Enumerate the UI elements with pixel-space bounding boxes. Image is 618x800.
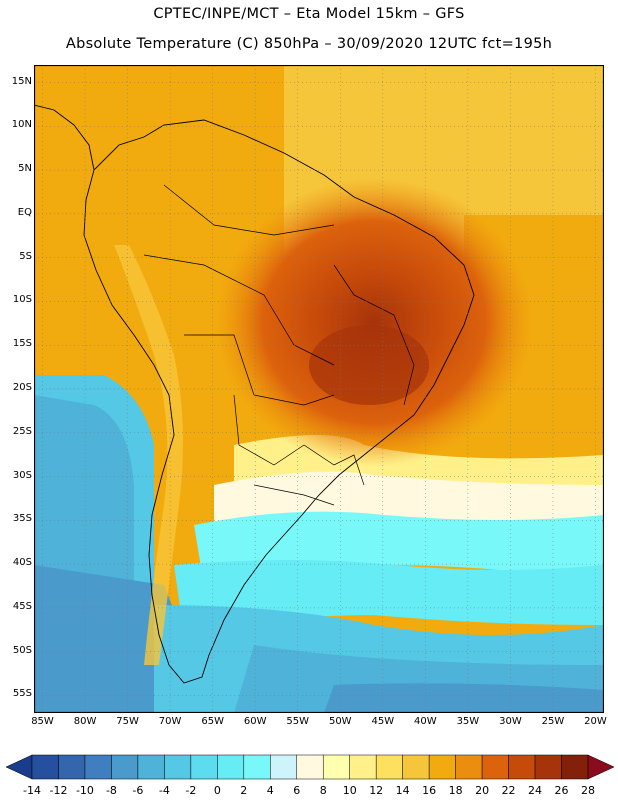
longitude-label: 60W xyxy=(243,716,267,727)
longitude-label: 65W xyxy=(201,716,224,727)
colorbar-tick-label: -12 xyxy=(49,784,68,797)
latitude-label: 25S xyxy=(12,425,32,437)
continent-outline xyxy=(83,119,475,684)
longitude-label: 55W xyxy=(286,716,310,727)
colorbar-tick-label: 28 xyxy=(581,784,595,797)
longitude-label: 45W xyxy=(371,716,395,727)
latitude-label: 10S xyxy=(12,294,32,306)
field-andes xyxy=(114,245,183,665)
colorbar-bin xyxy=(402,754,430,780)
colorbar-tick-label: 24 xyxy=(528,784,543,797)
central-america-outline xyxy=(34,104,95,171)
latitude-label: 35S xyxy=(12,513,32,525)
longitude-label: 25W xyxy=(541,716,565,727)
colorbar-tick-label: 20 xyxy=(475,784,490,797)
colorbar xyxy=(6,754,614,780)
colorbar-underflow xyxy=(6,754,33,780)
colorbar-bin xyxy=(455,754,483,780)
title-line-1: CPTEC/INPE/MCT – Eta Model 15km – GFS xyxy=(153,6,465,22)
colorbar-tick-label: 6 xyxy=(293,784,301,797)
longitude-label: 20W xyxy=(584,716,607,727)
latitude-label: 30S xyxy=(12,469,32,481)
longitude-label: 80W xyxy=(73,716,97,727)
colorbar-bin xyxy=(217,754,245,780)
latitude-label: 55S xyxy=(12,688,32,700)
colorbar-bin xyxy=(349,754,377,780)
country-borders xyxy=(143,184,415,506)
colorbar-tick-label: 10 xyxy=(342,784,357,797)
colorbar-bin xyxy=(481,754,509,780)
colorbar-bin xyxy=(58,754,86,780)
field-max-core xyxy=(309,325,429,405)
colorbar-tick-label: 18 xyxy=(448,784,463,797)
colorbar-bin xyxy=(111,754,139,780)
latitude-label: 5N xyxy=(18,163,32,175)
map-gridlines xyxy=(34,65,604,713)
longitude-label: 30W xyxy=(499,716,522,727)
longitude-label: 40W xyxy=(414,716,437,727)
colorbar-tick-label: 8 xyxy=(319,784,327,797)
colorbar-tick-label: 4 xyxy=(266,784,274,797)
colorbar-bin xyxy=(428,754,456,780)
colorbar-bin xyxy=(243,754,271,780)
colorbar-tick-label: 14 xyxy=(395,784,410,797)
latitude-label: 50S xyxy=(12,644,32,656)
colorbar-tick-label: -6 xyxy=(132,784,144,797)
latitude-label: 10N xyxy=(11,119,32,131)
colorbar-bin xyxy=(508,754,536,780)
latitude-label: 45S xyxy=(12,600,32,612)
colorbar-tick-label: 0 xyxy=(213,784,221,797)
colorbar-tick-label: -14 xyxy=(23,784,41,797)
colorbar-overflow xyxy=(587,754,614,780)
colorbar-bin xyxy=(84,754,112,780)
longitude-label: 75W xyxy=(116,716,139,727)
colorbar-tick-label: 26 xyxy=(554,784,569,797)
map-frame xyxy=(34,65,604,713)
colorbar-bin xyxy=(137,754,165,780)
colorbar-bin xyxy=(561,754,589,780)
longitude-label: 50W xyxy=(328,716,352,727)
temperature-map xyxy=(34,65,604,713)
colorbar-bin xyxy=(534,754,562,780)
colorbar-tick-label: -4 xyxy=(158,784,170,797)
colorbar-tick-label: 22 xyxy=(501,784,516,797)
colorbar-tick-label: 16 xyxy=(422,784,437,797)
latitude-label: 40S xyxy=(12,557,32,569)
colorbar-bin xyxy=(375,754,403,780)
colorbar-tick-label: -2 xyxy=(185,784,197,797)
colorbar-tick-label: 12 xyxy=(369,784,384,797)
colorbar-bin xyxy=(270,754,298,780)
latitude-label: EQ xyxy=(17,206,32,218)
latitude-label: 20S xyxy=(12,382,32,393)
latitude-label: 15N xyxy=(11,75,32,87)
colorbar-tick-label: -10 xyxy=(75,784,94,797)
field-far-south xyxy=(324,683,604,713)
longitude-label: 85W xyxy=(31,716,54,727)
temperature-field xyxy=(34,65,604,713)
longitude-label: 35W xyxy=(456,716,480,727)
longitude-label: 70W xyxy=(158,716,182,727)
colorbar-bin xyxy=(164,754,192,780)
colorbar-bin xyxy=(190,754,218,780)
colorbar-tick-label: 2 xyxy=(240,784,248,797)
colorbar-bin xyxy=(31,754,59,780)
colorbar-bin xyxy=(296,754,324,780)
latitude-label: 15S xyxy=(12,338,32,350)
title-line-2: Absolute Temperature (C) 850hPa – 30/09/… xyxy=(65,36,553,52)
colorbar-tick-label: -8 xyxy=(105,784,117,797)
latitude-label: 5S xyxy=(19,250,32,262)
colorbar-bin xyxy=(322,754,350,780)
